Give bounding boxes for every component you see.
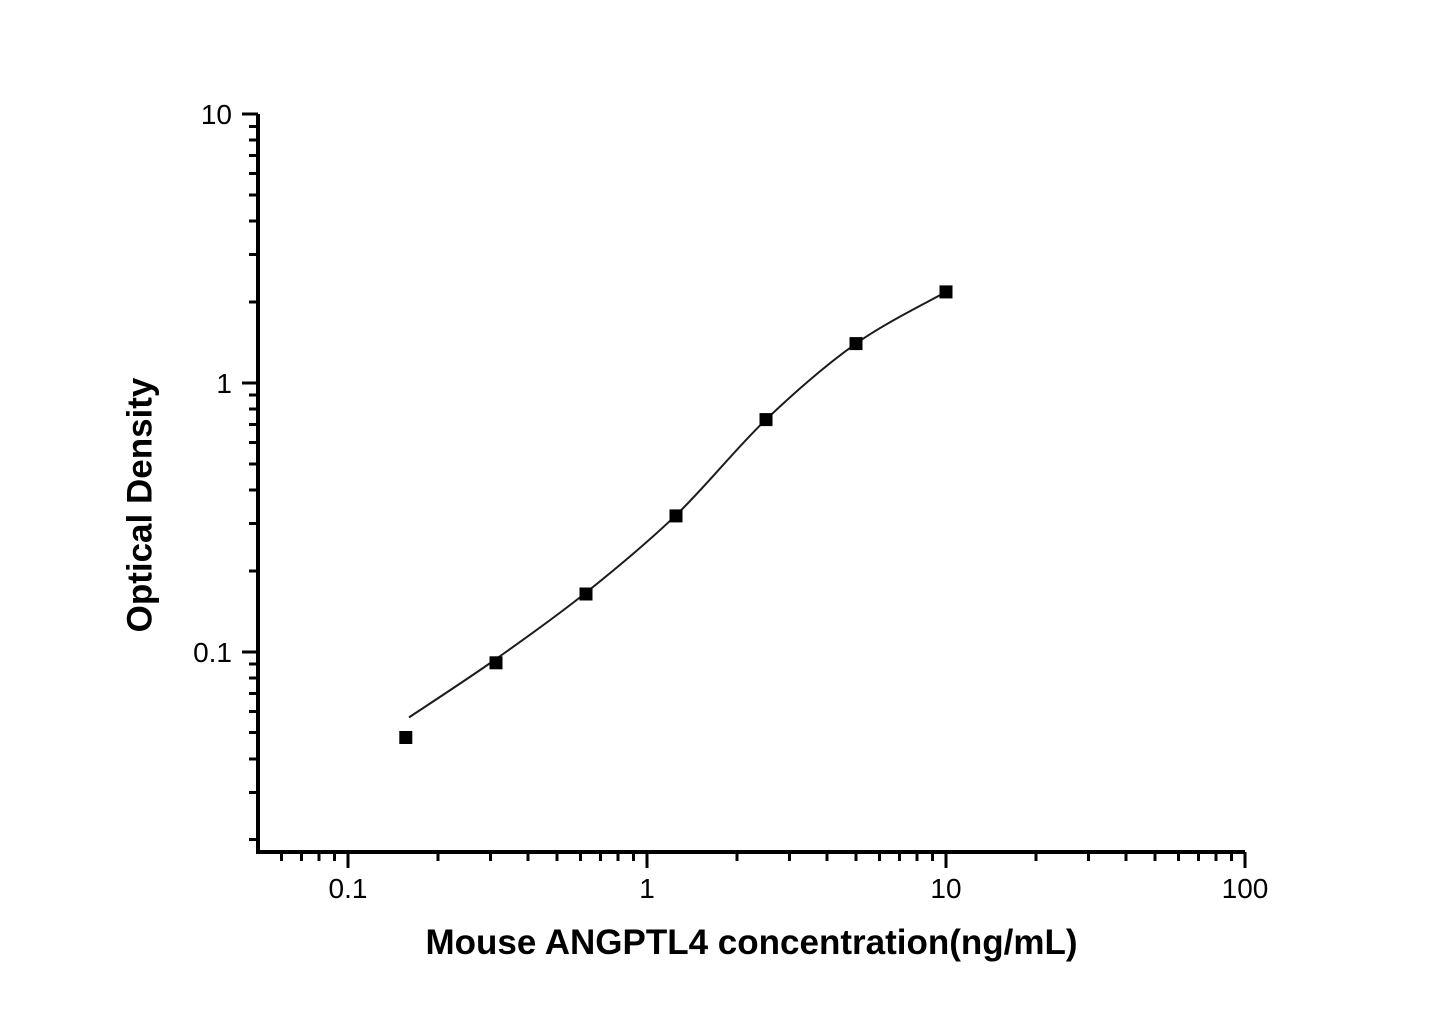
data-point-marker [849,337,863,351]
x-tick-label: 10 [930,873,961,904]
data-point-marker [399,731,413,744]
fitted-curve [408,291,947,719]
tick-labels: 0.1 1 10 100 0.1 1 10 [193,99,1268,904]
y-axis-title: Optical Density [120,377,160,633]
y-tick-label: 0.1 [193,637,232,668]
data-point-marker [759,413,773,427]
y-tick-label: 10 [201,99,232,130]
axis-ticks [242,112,1247,868]
data-points [399,285,953,744]
curve-path [408,291,947,719]
x-tick-label: 100 [1222,873,1269,904]
data-point-marker [579,587,593,601]
y-tick-label: 1 [216,368,232,399]
axes [256,114,1245,854]
data-point-marker [489,656,503,670]
x-tick-label: 1 [639,873,655,904]
data-point-marker [669,509,683,523]
x-tick-label: 0.1 [329,873,368,904]
data-point-marker [939,285,953,299]
x-axis-title: Mouse ANGPTL4 concentration(ng/mL) [425,923,1078,962]
